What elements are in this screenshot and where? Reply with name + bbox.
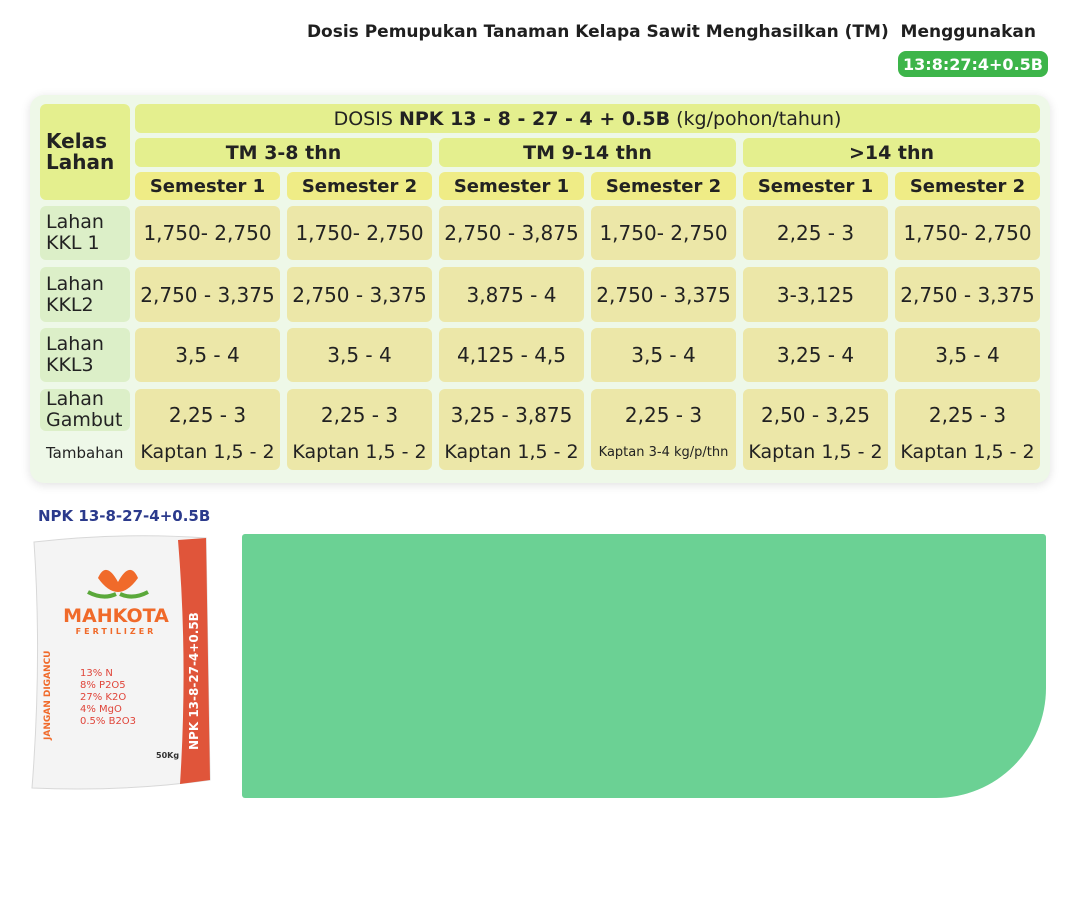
dose-cell: 2,25 - 3 xyxy=(743,206,888,260)
corner-label: Kelas Lahan xyxy=(40,104,130,200)
brand: MAHKOTA xyxy=(63,605,169,627)
bag-strip xyxy=(178,538,210,784)
dose-value: 2,50 - 3,25 xyxy=(761,403,870,427)
nutrient: 13% N xyxy=(80,668,113,679)
row-label: Lahan KKL2 xyxy=(40,267,130,322)
dose-cell: 3,875 - 4 xyxy=(439,267,584,322)
dose-value: 2,25 - 3 xyxy=(320,403,399,427)
dose-cell: 3,5 - 4 xyxy=(895,328,1040,382)
product-label: NPK 13-8-27-4+0.5B xyxy=(38,507,211,525)
semester-header: Semester 1 xyxy=(743,172,888,200)
nutrient: 4% MgO xyxy=(80,704,122,715)
extra-cell: Kaptan 3-4 kg/p/thn xyxy=(598,444,729,460)
dose-cell: 1,750- 2,750 xyxy=(895,206,1040,260)
extra-cell: Kaptan 1,5 - 2 xyxy=(444,441,579,463)
dose-cell: 2,25 - 3 xyxy=(591,389,736,470)
dose-cell: 3,5 - 4 xyxy=(591,328,736,382)
dose-value: 2,25 - 3 xyxy=(928,403,1007,427)
row-label: Lahan KKL3 xyxy=(40,328,130,382)
dose-title-part: DOSIS xyxy=(333,107,399,130)
dose-cell: 2,25 - 3 xyxy=(287,389,432,470)
dose-cell: 3,25 - 3,875 xyxy=(439,389,584,470)
dose-cell: 1,750- 2,750 xyxy=(287,206,432,260)
weight: 50Kg xyxy=(156,751,179,760)
extra-label: Tambahan xyxy=(46,443,124,462)
title: Dosis Pemupukan Tanaman Kelapa Sawit Men… xyxy=(306,22,1036,42)
dose-cell: 3-3,125 xyxy=(743,267,888,322)
side-note: JANGAN DIGANCU xyxy=(43,651,53,741)
group-header: >14 thn xyxy=(743,138,1040,167)
logo-leaves xyxy=(87,590,149,599)
extra-cell: Kaptan 1,5 - 2 xyxy=(292,441,427,463)
dose-cell: 1,750- 2,750 xyxy=(591,206,736,260)
dose-cell: 2,25 - 3 xyxy=(135,389,280,470)
semester-header: Semester 2 xyxy=(287,172,432,200)
dose-cell: 2,750 - 3,875 xyxy=(439,206,584,260)
bag-body xyxy=(31,535,211,790)
side-product: NPK 13-8-27-4+0.5B xyxy=(187,612,201,750)
semester-header: Semester 1 xyxy=(439,172,584,200)
dose-cell: 3,25 - 4 xyxy=(743,328,888,382)
dose-value: 3,25 - 3,875 xyxy=(450,403,573,427)
dose-cell: 3,5 - 4 xyxy=(287,328,432,382)
dose-title-part: NPK 13 - 8 - 27 - 4 + 0.5B xyxy=(398,107,671,130)
extra-cell: Kaptan 1,5 - 2 xyxy=(900,441,1035,463)
dose-cell: 2,750 - 3,375 xyxy=(287,267,432,322)
dose-title: DOSIS NPK 13 - 8 - 27 - 4 + 0.5B (kg/poh… xyxy=(135,104,1040,133)
dose-cell: 2,25 - 3 xyxy=(895,389,1040,470)
dose-value: 2,25 - 3 xyxy=(168,403,247,427)
dose-cell: 2,50 - 3,25 xyxy=(743,389,888,470)
brand-sub: FERTILIZER xyxy=(76,627,157,636)
group-header: TM 9-14 thn xyxy=(439,138,736,167)
dose-cell: 3,5 - 4 xyxy=(135,328,280,382)
row-label: Lahan Gambut xyxy=(40,389,130,431)
group-header: TM 3-8 thn xyxy=(135,138,432,167)
nutrient: 8% P2O5 xyxy=(80,680,126,691)
dose-value: 2,25 - 3 xyxy=(624,403,703,427)
logo xyxy=(98,569,138,592)
dose-cell: 2,750 - 3,375 xyxy=(135,267,280,322)
dose-cell: 2,750 - 3,375 xyxy=(591,267,736,322)
dose-cell: 1,750- 2,750 xyxy=(135,206,280,260)
extra-cell: Kaptan 1,5 - 2 xyxy=(140,441,275,463)
extra-cell: Kaptan 1,5 - 2 xyxy=(748,441,883,463)
dose-cell: 2,750 - 3,375 xyxy=(895,267,1040,322)
semester-header: Semester 1 xyxy=(135,172,280,200)
dose-title-part: (kg/pohon/tahun) xyxy=(670,107,842,130)
semester-header: Semester 2 xyxy=(895,172,1040,200)
nutrient: 0.5% B2O3 xyxy=(80,716,136,727)
nutrient: 27% K2O xyxy=(80,692,126,703)
green-panel xyxy=(242,534,1046,798)
badge: 13:8:27:4+0.5B xyxy=(898,51,1048,77)
dose-cell: 4,125 - 4,5 xyxy=(439,328,584,382)
row-label: Lahan KKL 1 xyxy=(40,206,130,260)
semester-header: Semester 2 xyxy=(591,172,736,200)
